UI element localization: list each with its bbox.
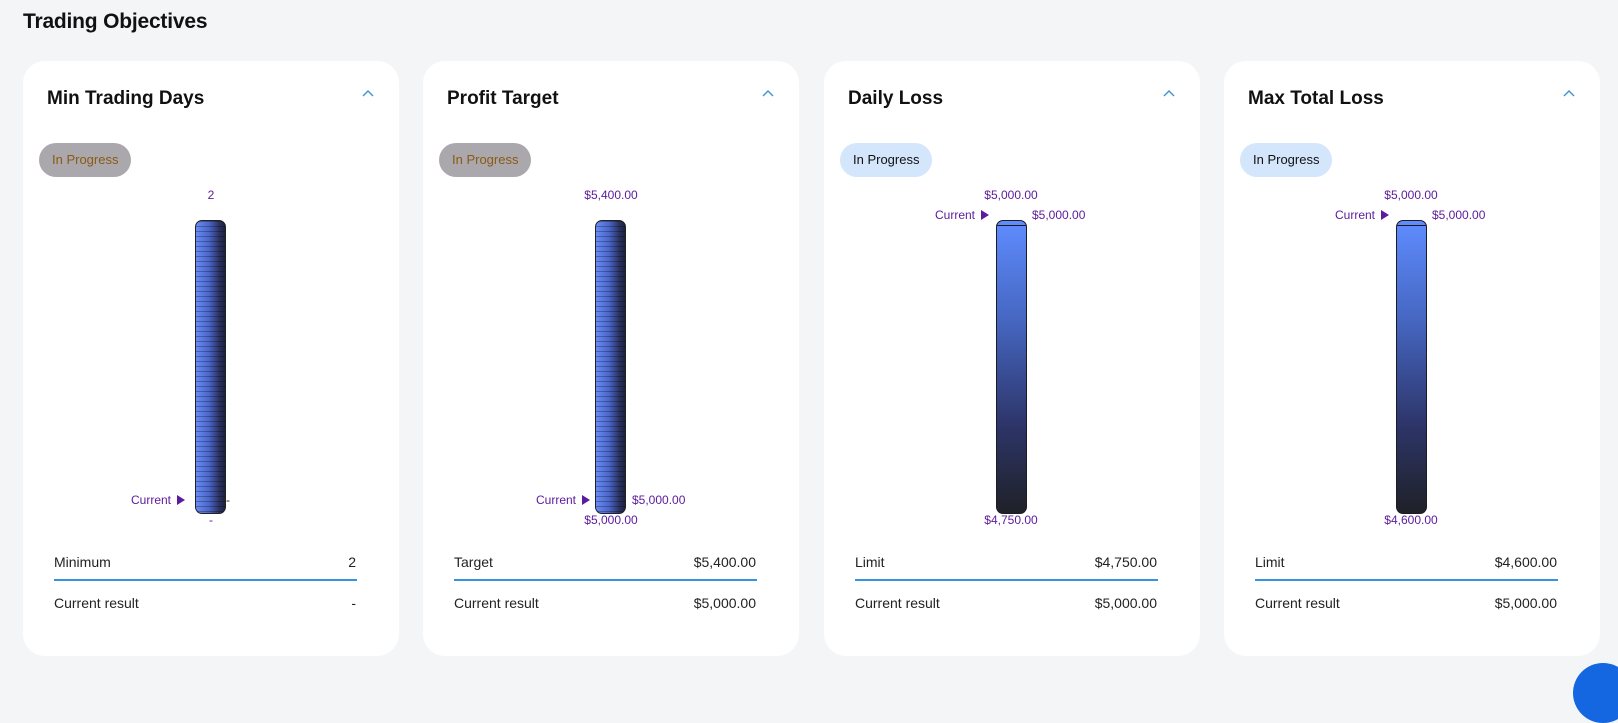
row-label: Minimum [54, 554, 111, 570]
requirement-row: Limit $4,600.00 [1255, 554, 1557, 570]
progress-bar [1396, 220, 1427, 514]
bar-top-value: $5,400.00 [584, 188, 638, 202]
page-title: Trading Objectives [23, 10, 208, 33]
progress-bar [996, 220, 1027, 514]
divider [1255, 579, 1558, 581]
current-result-row: Current result $5,000.00 [1255, 595, 1557, 611]
objective-card-daily-loss: Daily Loss In Progress $5,000.00 Current… [824, 61, 1200, 656]
divider [855, 579, 1158, 581]
chevron-up-icon[interactable] [761, 87, 775, 101]
current-label: Current [1335, 208, 1376, 222]
row-label: Target [454, 554, 493, 570]
objective-card-min-trading-days: Min Trading Days In Progress 2 Current -… [23, 61, 399, 656]
current-label: Current [935, 208, 976, 222]
current-result-row: Current result $5,000.00 [855, 595, 1157, 611]
card-title: Profit Target [447, 88, 559, 109]
card-title: Max Total Loss [1248, 88, 1384, 109]
objective-card-profit-target: Profit Target In Progress $5,400.00 Curr… [423, 61, 799, 656]
bar-top-value: $5,000.00 [1384, 188, 1438, 202]
row-label: Current result [855, 595, 940, 611]
chevron-up-icon[interactable] [1162, 87, 1176, 101]
bar-bottom-value: $5,000.00 [584, 513, 638, 527]
current-value: $5,000.00 [1032, 208, 1086, 222]
row-value: $5,400.00 [693, 554, 756, 570]
current-marker: Current [1335, 208, 1390, 222]
row-value: $5,000.00 [693, 595, 756, 611]
current-value: $5,000.00 [632, 493, 686, 507]
bar-top-value: 2 [207, 188, 215, 202]
current-marker: Current [131, 493, 186, 507]
row-value: 2 [348, 554, 356, 570]
bar-bottom-value: $4,750.00 [984, 513, 1038, 527]
row-label: Current result [454, 595, 539, 611]
requirement-row: Target $5,400.00 [454, 554, 756, 570]
card-title: Min Trading Days [47, 88, 205, 109]
marker-arrow-icon [981, 210, 990, 220]
row-label: Current result [1255, 595, 1340, 611]
requirement-row: Minimum 2 [54, 554, 356, 570]
row-value: $4,750.00 [1094, 554, 1157, 570]
card-title: Daily Loss [848, 88, 944, 109]
row-label: Limit [1255, 554, 1285, 570]
row-value: - [351, 595, 356, 611]
requirement-row: Limit $4,750.00 [855, 554, 1157, 570]
objective-card-max-total-loss: Max Total Loss In Progress $5,000.00 Cur… [1224, 61, 1600, 656]
current-label: Current [536, 493, 577, 507]
bar-bottom-value: - [209, 513, 213, 527]
divider [454, 579, 757, 581]
bar-top-value: $5,000.00 [984, 188, 1038, 202]
current-marker: Current [536, 493, 591, 507]
current-label: Current [131, 493, 172, 507]
chevron-up-icon[interactable] [361, 87, 375, 101]
bar-current-level [997, 221, 1026, 226]
progress-bar [595, 220, 626, 514]
progress-bar [195, 220, 226, 514]
row-value: $5,000.00 [1494, 595, 1557, 611]
row-value: $4,600.00 [1494, 554, 1557, 570]
status-badge: In Progress [39, 143, 132, 177]
status-badge: In Progress [1240, 143, 1333, 177]
status-badge: In Progress [840, 143, 933, 177]
status-badge: In Progress [439, 143, 532, 177]
row-label: Limit [855, 554, 885, 570]
divider [54, 579, 357, 581]
row-value: $5,000.00 [1094, 595, 1157, 611]
current-result-row: Current result $5,000.00 [454, 595, 756, 611]
marker-arrow-icon [582, 495, 591, 505]
row-label: Current result [54, 595, 139, 611]
current-value: - [226, 493, 230, 507]
bar-current-level [1397, 221, 1426, 226]
chat-button[interactable] [1573, 663, 1618, 723]
current-result-row: Current result - [54, 595, 356, 611]
marker-arrow-icon [177, 495, 186, 505]
current-value: $5,000.00 [1432, 208, 1486, 222]
bar-bottom-value: $4,600.00 [1384, 513, 1438, 527]
marker-arrow-icon [1381, 210, 1390, 220]
chevron-up-icon[interactable] [1562, 87, 1576, 101]
current-marker: Current [935, 208, 990, 222]
